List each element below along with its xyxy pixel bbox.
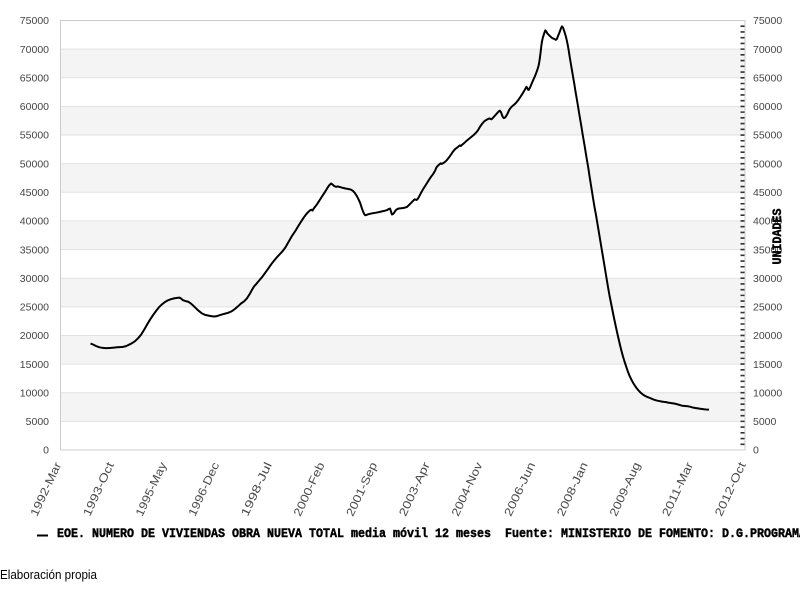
svg-text:15000: 15000 xyxy=(20,359,49,371)
svg-text:40000: 40000 xyxy=(20,216,49,228)
svg-text:45000: 45000 xyxy=(753,187,782,199)
svg-text:15000: 15000 xyxy=(753,359,782,371)
svg-text:25000: 25000 xyxy=(20,302,49,314)
svg-text:EOE. NUMERO DE VIVIENDAS OBRA: EOE. NUMERO DE VIVIENDAS OBRA NUEVA TOTA… xyxy=(57,526,800,541)
svg-text:50000: 50000 xyxy=(20,158,49,170)
svg-text:75000: 75000 xyxy=(20,15,49,27)
svg-text:5000: 5000 xyxy=(26,416,50,428)
svg-text:50000: 50000 xyxy=(753,158,782,170)
svg-text:60000: 60000 xyxy=(20,101,49,113)
svg-text:35000: 35000 xyxy=(753,244,782,256)
svg-text:60000: 60000 xyxy=(753,101,782,113)
svg-text:10000: 10000 xyxy=(20,387,49,399)
svg-text:20000: 20000 xyxy=(20,330,49,342)
svg-text:55000: 55000 xyxy=(753,130,782,142)
svg-text:0: 0 xyxy=(753,445,759,457)
svg-text:UNIDADES: UNIDADES xyxy=(770,208,785,264)
svg-text:25000: 25000 xyxy=(753,302,782,314)
svg-text:Elaboración propia: Elaboración propia xyxy=(0,568,97,582)
svg-text:65000: 65000 xyxy=(20,72,49,84)
svg-text:65000: 65000 xyxy=(753,72,782,84)
svg-text:30000: 30000 xyxy=(20,273,49,285)
svg-text:10000: 10000 xyxy=(753,387,782,399)
svg-text:70000: 70000 xyxy=(753,44,782,56)
svg-text:70000: 70000 xyxy=(20,44,49,56)
svg-text:35000: 35000 xyxy=(20,244,49,256)
svg-text:0: 0 xyxy=(43,445,49,457)
svg-text:45000: 45000 xyxy=(20,187,49,199)
svg-text:75000: 75000 xyxy=(753,15,782,27)
svg-text:55000: 55000 xyxy=(20,130,49,142)
svg-text:5000: 5000 xyxy=(753,416,777,428)
svg-text:30000: 30000 xyxy=(753,273,782,285)
svg-text:20000: 20000 xyxy=(753,330,782,342)
svg-text:40000: 40000 xyxy=(753,216,782,228)
